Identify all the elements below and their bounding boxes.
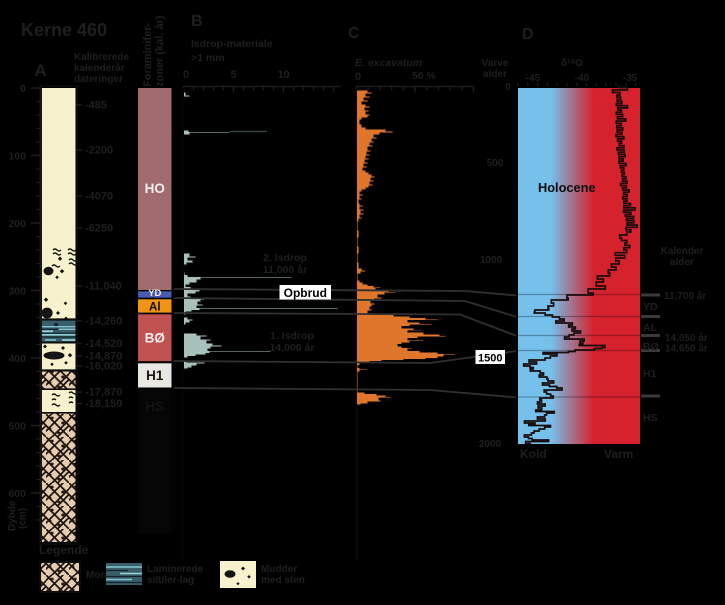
svg-text:Varve: Varve (482, 58, 509, 69)
svg-text:-2200: -2200 (85, 145, 113, 157)
svg-text:500: 500 (487, 158, 504, 169)
svg-text:Al: Al (149, 302, 161, 314)
svg-text:200: 200 (8, 218, 26, 230)
svg-text:Kerne 460: Kerne 460 (21, 20, 107, 40)
svg-text:11,700 år: 11,700 år (664, 290, 706, 302)
svg-text:50 %: 50 % (412, 70, 437, 82)
svg-text:Mudder: Mudder (261, 564, 297, 575)
svg-text:1. Isdrop: 1. Isdrop (270, 330, 314, 342)
svg-text:0: 0 (20, 83, 26, 95)
svg-text:alder: alder (483, 69, 507, 80)
svg-text:Kalibrerede: Kalibrerede (74, 52, 129, 63)
svg-text:Varm: Varm (604, 447, 633, 461)
svg-text:A: A (34, 61, 46, 80)
svg-text:(cm): (cm) (18, 508, 29, 529)
svg-text:δ¹⁸O: δ¹⁸O (561, 58, 583, 69)
svg-text:AL: AL (643, 322, 658, 334)
svg-text:1000: 1000 (480, 255, 503, 266)
svg-text:500: 500 (8, 421, 26, 433)
svg-text:HS: HS (145, 399, 164, 414)
svg-text:E. excavatum: E. excavatum (355, 57, 422, 69)
svg-text:-6250: -6250 (85, 223, 113, 235)
svg-text:silt/ler-lag: silt/ler-lag (147, 575, 194, 586)
svg-text:14,050 år: 14,050 år (665, 332, 708, 344)
svg-text:kalenderår: kalenderår (74, 62, 125, 74)
svg-text:100: 100 (8, 151, 26, 163)
svg-text:BØ: BØ (145, 331, 165, 346)
svg-text:D: D (522, 26, 534, 43)
svg-text:0: 0 (505, 82, 511, 93)
svg-text:YD: YD (148, 288, 161, 299)
svg-text:dateringer: dateringer (74, 74, 123, 85)
svg-text:-14,520: -14,520 (85, 338, 122, 350)
svg-text:Holocene: Holocene (538, 180, 596, 195)
svg-text:Dybde: Dybde (7, 500, 18, 531)
svg-text:0: 0 (183, 69, 189, 81)
svg-text:Isdrop-materiale: Isdrop-materiale (191, 38, 273, 50)
svg-text:>1 mm: >1 mm (191, 52, 225, 64)
svg-text:-14,260: -14,260 (85, 316, 122, 328)
svg-text:H1: H1 (643, 368, 657, 380)
svg-text:5: 5 (230, 69, 236, 81)
svg-text:-40: -40 (575, 73, 590, 84)
svg-text:300: 300 (8, 286, 26, 298)
svg-text:10: 10 (277, 69, 289, 81)
svg-text:-35: -35 (623, 73, 638, 84)
svg-text:BØ: BØ (643, 341, 659, 353)
svg-text:-18,150: -18,150 (85, 398, 122, 410)
svg-text:H1: H1 (146, 368, 164, 383)
svg-text:400: 400 (8, 353, 26, 365)
svg-text:Legende: Legende (39, 543, 89, 557)
svg-text:2. Isdrop: 2. Isdrop (263, 252, 307, 264)
svg-text:HS: HS (643, 412, 658, 424)
svg-text:-17,870: -17,870 (85, 387, 122, 399)
svg-text:14,000 år: 14,000 år (270, 342, 315, 354)
svg-text:Opbrud: Opbrud (284, 286, 327, 300)
svg-text:Kold: Kold (520, 447, 547, 461)
svg-text:-14,870: -14,870 (85, 351, 122, 363)
svg-text:-4070: -4070 (85, 191, 113, 203)
svg-text:-45: -45 (526, 73, 541, 84)
svg-text:med sten: med sten (261, 575, 305, 586)
svg-text:2000: 2000 (479, 439, 502, 450)
svg-text:B: B (191, 13, 203, 30)
svg-text:600: 600 (8, 488, 26, 500)
svg-text:0: 0 (355, 71, 361, 83)
svg-text:Moræne: Moræne (86, 570, 125, 581)
svg-text:Laminerede: Laminerede (147, 564, 204, 575)
svg-text:-16,020: -16,020 (85, 361, 122, 373)
svg-text:1500: 1500 (478, 352, 502, 364)
svg-text:Foraminifer-: Foraminifer- (142, 22, 154, 87)
svg-text:11,000 år: 11,000 år (263, 264, 307, 276)
svg-text:zoner (kal. år): zoner (kal. år) (154, 15, 166, 87)
svg-text:-485: -485 (85, 100, 107, 112)
svg-text:14,650 år: 14,650 år (665, 343, 708, 355)
svg-text:YD: YD (643, 301, 658, 313)
svg-text:HO: HO (145, 181, 165, 196)
svg-text:Kalender: Kalender (661, 246, 704, 257)
svg-text:-11,040: -11,040 (85, 281, 122, 293)
svg-text:alder: alder (670, 257, 694, 268)
svg-text:C: C (348, 25, 360, 42)
